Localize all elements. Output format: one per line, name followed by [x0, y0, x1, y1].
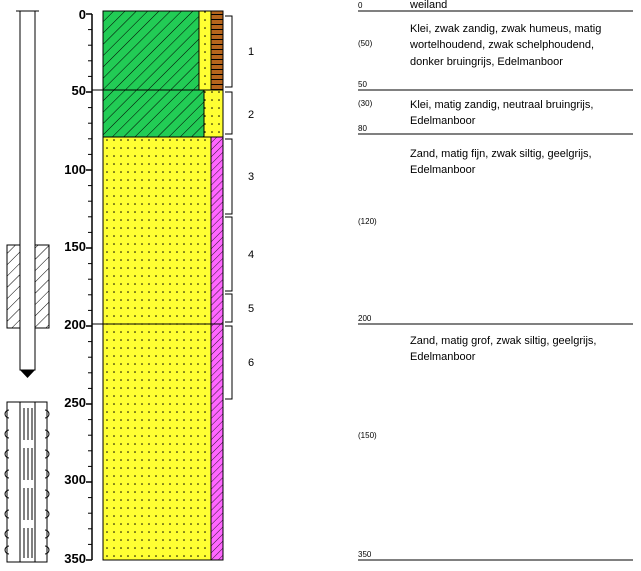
lithology-column — [92, 10, 224, 561]
layer-2-clay-fill — [102, 89, 205, 138]
top-description: weiland — [409, 0, 447, 11]
layer-1-thickness: (50) — [358, 39, 373, 48]
layer-4-silt-strip — [210, 323, 224, 561]
sample-label-3: 3 — [248, 171, 254, 183]
sample-label-4: 4 — [248, 249, 254, 261]
layer-3-sand-fill — [102, 136, 212, 325]
layer-4-sand-fill — [102, 323, 212, 561]
depth-minor-ticks — [86, 13, 92, 561]
description-column: 0 weiland (50) Klei, zwak zandig, zwak h… — [358, 0, 633, 561]
layer-3-thickness: (120) — [358, 217, 377, 226]
sample-bracket-4 — [225, 216, 233, 292]
depth-tick-350: 350 — [64, 551, 86, 566]
layer-3-line-2: Edelmanboor — [410, 164, 476, 176]
depth-axis: 0 50 100 150 200 250 300 350 — [64, 7, 93, 566]
filter-screen — [19, 401, 36, 563]
top-depth-marker: 0 — [358, 1, 363, 10]
layer-4-bottom-label: 350 — [358, 550, 372, 559]
sample-label-5: 5 — [248, 303, 254, 315]
layer-1-clay-fill — [102, 10, 200, 91]
layer-1-sand-admixture — [198, 10, 212, 91]
sample-label-2: 2 — [248, 109, 254, 121]
sample-bracket-2 — [225, 91, 233, 135]
sample-brackets — [225, 15, 233, 400]
layer-2-line-1: Klei, matig zandig, neutraal bruingrijs, — [410, 99, 593, 111]
depth-tick-250: 250 — [64, 395, 86, 410]
sample-bracket-6 — [225, 325, 233, 400]
layer-4-line-2: Edelmanboor — [410, 351, 476, 363]
layer-3-line-1: Zand, matig fijn, zwak siltig, geelgrijs… — [410, 148, 592, 160]
layer-2-sand-admixture — [203, 89, 224, 138]
gravel-pattern-icon — [4, 409, 50, 555]
riser-pipe — [19, 10, 36, 371]
depth-tick-50: 50 — [72, 83, 86, 98]
layer-2-line-2: Edelmanboor — [410, 115, 476, 127]
layer-1-line-3: donker bruingrijs, Edelmanboor — [410, 56, 563, 68]
depth-tick-0: 0 — [79, 7, 86, 22]
layer-1-organic-strip — [210, 10, 224, 91]
sample-bracket-3 — [225, 138, 233, 215]
sample-label-1: 1 — [248, 46, 254, 58]
depth-tick-150: 150 — [64, 239, 86, 254]
layer-1-line-2: wortelhoudend, zwak schelphoudend, — [409, 39, 594, 51]
layer-1-bottom-label: 50 — [358, 80, 367, 89]
sample-bracket-1 — [225, 15, 233, 88]
layer-3-silt-strip — [210, 136, 224, 325]
depth-tick-100: 100 — [64, 162, 86, 177]
layer-2-thickness: (30) — [358, 99, 373, 108]
layer-4-thickness: (150) — [358, 431, 377, 440]
depth-tick-300: 300 — [64, 472, 86, 487]
layer-3-bottom-label: 200 — [358, 314, 372, 323]
water-level-icon — [20, 370, 35, 378]
sample-label-6: 6 — [248, 357, 254, 369]
well-schematic — [4, 10, 50, 563]
layer-2-bottom-label: 80 — [358, 124, 367, 133]
screen-slots-icon — [23, 408, 33, 558]
layer-1-line-1: Klei, zwak zandig, zwak humeus, matig — [410, 23, 601, 35]
sample-bracket-5 — [225, 293, 233, 323]
depth-tick-200: 200 — [64, 317, 86, 332]
layer-4-line-1: Zand, matig grof, zwak siltig, geelgrijs… — [410, 335, 596, 347]
